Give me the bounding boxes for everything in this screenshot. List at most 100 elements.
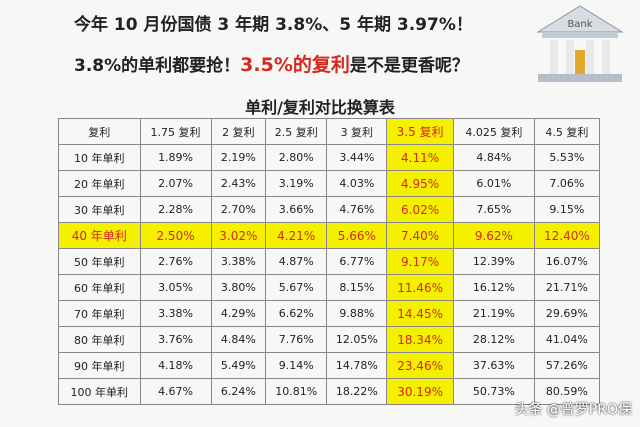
cell: 8.15% [326, 274, 388, 301]
cell: 3.05% [139, 274, 212, 301]
column-header: 复利 [58, 118, 141, 145]
cell: 4.29% [210, 300, 267, 327]
row-header: 60 年单利 [58, 274, 141, 301]
cell: 30.19% [386, 378, 454, 405]
cell: 4.18% [139, 352, 212, 379]
cell: 9.88% [326, 300, 388, 327]
cell: 9.14% [265, 352, 328, 379]
row-header: 40 年单利 [58, 222, 141, 249]
row-header: 50 年单利 [58, 248, 141, 275]
table-row: 100 年单利 4.67% 6.24% 10.81% 18.22% 30.19% 50.73… [58, 378, 601, 405]
cell: 3.66% [265, 196, 328, 223]
table-row: 40 年单利 2.50% 3.02% 4.21% 5.66% 7.40% 9.62% 12.4… [58, 222, 601, 249]
table-row: 50 年单利 2.76% 3.38% 4.87% 6.77% 9.17% 12.39% 16.… [58, 248, 601, 275]
bank-icon: Bank [536, 5, 624, 82]
cell: 2.07% [139, 170, 212, 197]
cell: 4.11% [386, 144, 454, 171]
cell: 28.12% [452, 326, 535, 353]
cell: 3.76% [139, 326, 212, 353]
cell: 6.62% [265, 300, 328, 327]
column-header: 3.5 复利 [386, 118, 454, 145]
row-header: 100 年单利 [58, 378, 141, 405]
cell: 57.26% [533, 352, 601, 379]
cell: 80.59% [533, 378, 601, 405]
table-title: 单利/复利对比换算表 [245, 98, 395, 117]
cell: 6.02% [386, 196, 454, 223]
cell: 4.95% [386, 170, 454, 197]
cell: 2.43% [210, 170, 267, 197]
cell: 4.67% [139, 378, 212, 405]
table-row: 10 年单利 1.89% 2.19% 2.80% 3.44% 4.11% 4.84% 5.53… [58, 144, 601, 171]
cell: 29.69% [533, 300, 601, 327]
cell: 11.46% [386, 274, 454, 301]
cell: 3.19% [265, 170, 328, 197]
cell: 12.40% [533, 222, 601, 249]
cell: 3.44% [326, 144, 388, 171]
headline: 今年 10 月份国债 3 年期 3.8%、5 年期 3.97%！ [74, 15, 473, 35]
cell: 16.12% [452, 274, 535, 301]
cell: 4.84% [210, 326, 267, 353]
cell: 9.17% [386, 248, 454, 275]
table-row: 30 年单利 2.28% 2.70% 3.66% 4.76% 6.02% 7.65% 9.15… [58, 196, 601, 223]
cell: 3.38% [139, 300, 212, 327]
cell: 2.76% [139, 248, 212, 275]
cell: 16.07% [533, 248, 601, 275]
cell: 4.21% [265, 222, 328, 249]
cell: 2.28% [139, 196, 212, 223]
cell: 14.45% [386, 300, 454, 327]
cell: 5.67% [265, 274, 328, 301]
cell: 14.78% [326, 352, 388, 379]
cell: 2.70% [210, 196, 267, 223]
cell: 7.40% [386, 222, 454, 249]
table-row: 20 年单利 2.07% 2.43% 3.19% 4.03% 4.95% 6.01% 7.06… [58, 170, 601, 197]
cell: 7.06% [533, 170, 601, 197]
subheadline-part: 3.8%的单利都要抢！ [74, 56, 241, 76]
cell: 6.24% [210, 378, 267, 405]
watermark-account: @普罗PRO保 [546, 402, 632, 418]
row-header: 30 年单利 [58, 196, 141, 223]
cell: 5.66% [326, 222, 388, 249]
cell: 10.81% [265, 378, 328, 405]
cell: 6.01% [452, 170, 535, 197]
row-header: 20 年单利 [58, 170, 141, 197]
bank-label: Bank [567, 19, 592, 30]
cell: 9.62% [452, 222, 535, 249]
column-header: 4.025 复利 [452, 118, 535, 145]
cell: 4.87% [265, 248, 328, 275]
cell: 2.80% [265, 144, 328, 171]
cell: 21.71% [533, 274, 601, 301]
cell: 1.89% [139, 144, 212, 171]
cell: 4.84% [452, 144, 535, 171]
cell: 4.03% [326, 170, 388, 197]
column-header: 4.5 复利 [533, 118, 601, 145]
cell: 4.76% [326, 196, 388, 223]
cell: 7.65% [452, 196, 535, 223]
row-header: 90 年单利 [58, 352, 141, 379]
cell: 12.05% [326, 326, 388, 353]
cell: 3.38% [210, 248, 267, 275]
column-header: 2.5 复利 [265, 118, 328, 145]
cell: 9.15% [533, 196, 601, 223]
cell: 2.19% [210, 144, 267, 171]
table-row: 70 年单利 3.38% 4.29% 6.62% 9.88% 14.45% 21.19% 29… [58, 300, 601, 327]
column-header: 2 复利 [210, 118, 267, 145]
subheadline-part: 是不是更香呢？ [349, 56, 469, 76]
cell: 50.73% [452, 378, 535, 405]
cell: 37.63% [452, 352, 535, 379]
table-row: 60 年单利 3.05% 3.80% 5.67% 8.15% 11.46% 16.12% 21… [58, 274, 601, 301]
header-row: 复利 1.75 复利 2 复利 2.5 复利 3 复利 3.5 复利 4.025 复利 4.5… [58, 118, 601, 145]
table-row: 80 年单利 3.76% 4.84% 7.76% 12.05% 18.34% 28.12% 4… [58, 326, 601, 353]
cell: 23.46% [386, 352, 454, 379]
cell: 5.49% [210, 352, 267, 379]
subheadline: 3.8%的单利都要抢！3.5%的复利是不是更香呢？ [74, 50, 469, 77]
cell: 3.80% [210, 274, 267, 301]
row-header: 10 年单利 [58, 144, 141, 171]
cell: 6.77% [326, 248, 388, 275]
cell: 12.39% [452, 248, 535, 275]
cell: 18.34% [386, 326, 454, 353]
column-header: 1.75 复利 [139, 118, 212, 145]
row-header: 80 年单利 [58, 326, 141, 353]
column-header: 3 复利 [326, 118, 388, 145]
watermark-source: 头条 [514, 402, 543, 418]
table-row: 90 年单利 4.18% 5.49% 9.14% 14.78% 23.46% 37.63% 5… [58, 352, 601, 379]
